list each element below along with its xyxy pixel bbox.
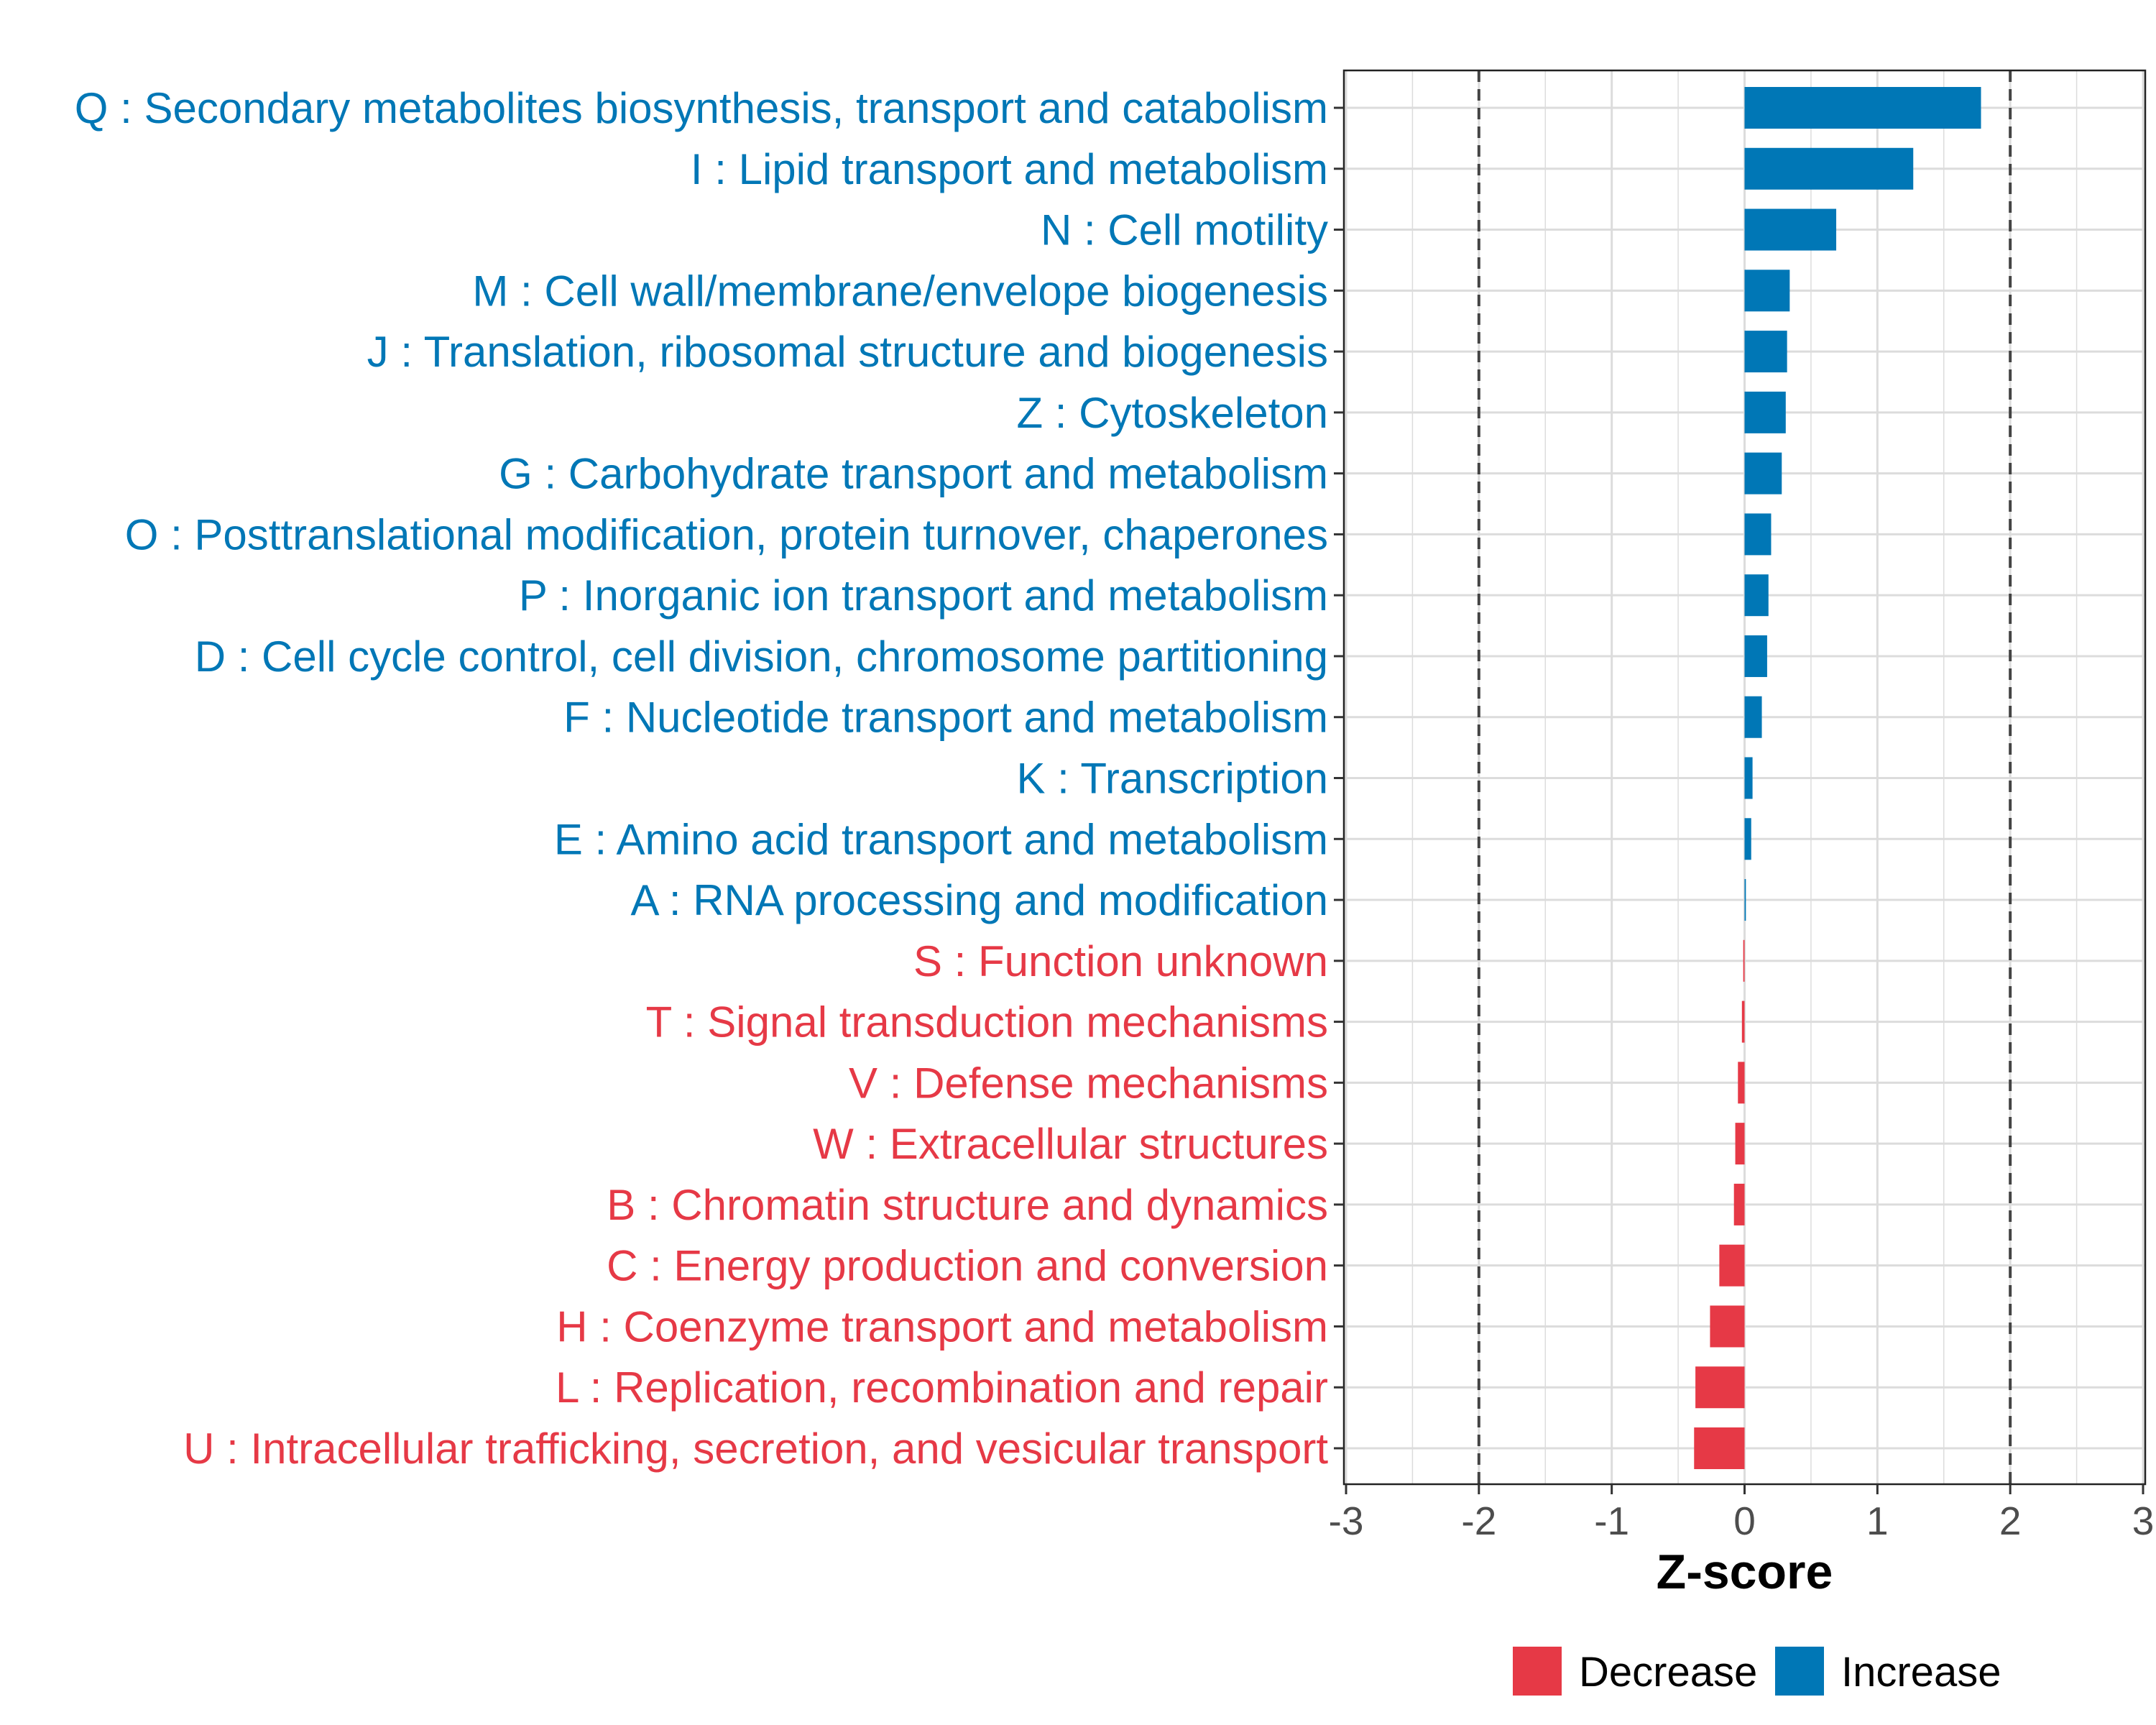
bar bbox=[1744, 147, 1914, 190]
legend-label: Increase bbox=[1841, 1649, 2001, 1696]
legend-swatch bbox=[1513, 1647, 1562, 1696]
x-tick-label: -2 bbox=[1461, 1499, 1496, 1543]
bar bbox=[1744, 879, 1746, 921]
category-label: C : Energy production and conversion bbox=[607, 1242, 1328, 1290]
category-label: T : Signal transduction mechanisms bbox=[646, 998, 1328, 1046]
category-label: I : Lipid transport and metabolism bbox=[691, 145, 1328, 193]
bar bbox=[1695, 1366, 1745, 1409]
category-label: Q : Secondary metabolites biosynthesis, … bbox=[75, 84, 1328, 132]
bar bbox=[1744, 87, 1981, 129]
bars bbox=[1694, 87, 1981, 1469]
category-label: W : Extracellular structures bbox=[813, 1120, 1328, 1168]
category-label: Z : Cytoskeleton bbox=[1016, 389, 1328, 437]
bar bbox=[1694, 1427, 1745, 1469]
bar bbox=[1744, 331, 1787, 373]
legend-label: Decrease bbox=[1579, 1649, 1757, 1696]
bar bbox=[1744, 391, 1786, 433]
x-tick-label: 0 bbox=[1733, 1499, 1756, 1543]
category-label: S : Function unknown bbox=[913, 937, 1328, 985]
bar bbox=[1744, 270, 1790, 312]
y-axis-ticks bbox=[1334, 106, 1344, 1450]
x-tick-label: -1 bbox=[1594, 1499, 1629, 1543]
category-label: D : Cell cycle control, cell division, c… bbox=[195, 632, 1328, 681]
category-label: M : Cell wall/membrane/envelope biogenes… bbox=[472, 267, 1328, 315]
bar bbox=[1744, 635, 1767, 677]
bar bbox=[1744, 574, 1769, 617]
category-label: L : Replication, recombination and repai… bbox=[556, 1363, 1328, 1412]
category-label: K : Transcription bbox=[1016, 755, 1328, 803]
bar bbox=[1733, 1183, 1745, 1225]
x-axis-title: Z-score bbox=[1657, 1545, 1833, 1599]
bar bbox=[1744, 696, 1762, 738]
category-label: H : Coenzyme transport and metabolism bbox=[556, 1302, 1328, 1351]
category-labels: Q : Secondary metabolites biosynthesis, … bbox=[75, 84, 1329, 1473]
bar bbox=[1744, 452, 1782, 494]
legend: Decrease Increase bbox=[1513, 1647, 2001, 1696]
bar bbox=[1719, 1244, 1745, 1287]
category-label: P : Inorganic ion transport and metaboli… bbox=[519, 571, 1328, 620]
x-tick-label: 3 bbox=[2132, 1499, 2155, 1543]
bar bbox=[1744, 818, 1751, 860]
x-tick-label: 1 bbox=[1866, 1499, 1889, 1543]
legend-swatch bbox=[1775, 1647, 1824, 1696]
x-tick-label: -3 bbox=[1329, 1499, 1364, 1543]
x-axis-ticks: -3 -2 -1 0 1 2 3 bbox=[1329, 1484, 2155, 1543]
bar bbox=[1738, 1062, 1745, 1104]
category-label: V : Defense mechanisms bbox=[849, 1059, 1328, 1107]
bar bbox=[1741, 1000, 1745, 1043]
bar bbox=[1710, 1305, 1745, 1348]
category-label: O : Posttranslational modification, prot… bbox=[125, 510, 1328, 558]
x-tick-label: 2 bbox=[1999, 1499, 2022, 1543]
bar bbox=[1744, 513, 1772, 556]
category-label: U : Intracellular trafficking, secretion… bbox=[183, 1425, 1328, 1473]
bar bbox=[1744, 757, 1753, 799]
category-label: J : Translation, ribosomal structure and… bbox=[367, 328, 1328, 376]
category-label: N : Cell motility bbox=[1041, 206, 1328, 254]
category-label: A : RNA processing and modification bbox=[630, 876, 1328, 924]
threshold-lines bbox=[1477, 70, 2012, 1484]
category-label: F : Nucleotide transport and metabolism bbox=[563, 694, 1328, 742]
category-label: B : Chromatin structure and dynamics bbox=[607, 1181, 1328, 1229]
bar bbox=[1735, 1123, 1745, 1165]
bar bbox=[1743, 939, 1745, 982]
bar bbox=[1744, 208, 1837, 251]
category-label: G : Carbohydrate transport and metabolis… bbox=[499, 450, 1328, 498]
category-label: E : Amino acid transport and metabolism bbox=[554, 815, 1328, 863]
